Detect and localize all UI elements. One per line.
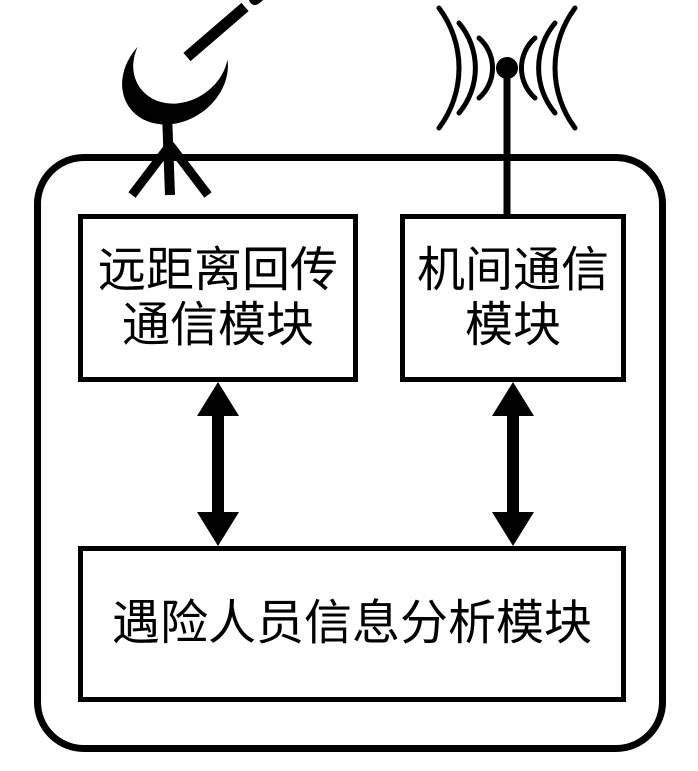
- inter-machine-comm-module: 机间通信模块: [400, 214, 626, 382]
- module-label: 遇险人员信息分析模块: [112, 596, 592, 651]
- diagram-canvas: 远距离回传通信模块 机间通信模块 遇险人员信息分析模块: [0, 0, 698, 771]
- long-range-backhaul-module: 远距离回传通信模块: [78, 214, 358, 382]
- module-label: 远距离回传通信模块: [98, 243, 338, 353]
- module-label: 机间通信模块: [417, 243, 609, 353]
- distress-info-analysis-module: 遇险人员信息分析模块: [78, 546, 626, 702]
